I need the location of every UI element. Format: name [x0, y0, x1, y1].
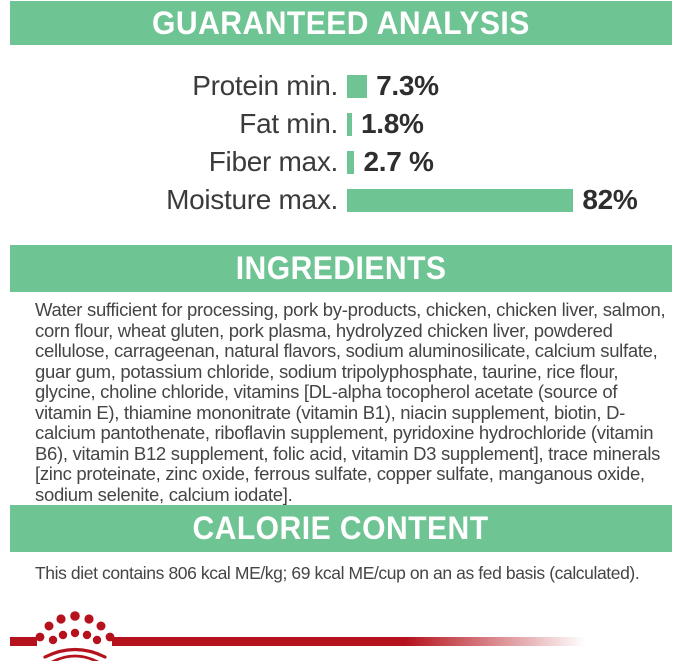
analysis-row-protein: Protein min. 7.3%: [0, 67, 679, 105]
analysis-row-fat: Fat min. 1.8%: [0, 105, 679, 143]
guaranteed-analysis-header: GUARANTEED ANALYSIS: [10, 1, 672, 45]
analysis-label: Moisture max.: [166, 184, 338, 215]
calorie-content-header: CALORIE CONTENT: [10, 505, 672, 552]
analysis-value: 7.3%: [376, 70, 439, 101]
red-divider-left: [10, 637, 37, 646]
analysis-row-fiber: Fiber max. 2.7 %: [0, 143, 679, 181]
analysis-bar: [347, 74, 368, 98]
ingredients-header: INGREDIENTS: [10, 245, 672, 292]
analysis-value: 1.8%: [360, 108, 424, 139]
analysis-bar: [347, 150, 355, 174]
calorie-text: This diet contains 806 kcal ME/kg; 69 kc…: [35, 563, 640, 583]
analysis-label: Fat min.: [239, 108, 338, 139]
red-divider-right: [112, 637, 585, 646]
analysis-value: 2.7 %: [363, 146, 434, 177]
guaranteed-analysis-table: Protein min. 7.3% Fat min. 1.8% Fiber ma…: [0, 67, 679, 219]
crown-logo-icon: [35, 611, 115, 661]
analysis-label: Fiber max.: [208, 146, 339, 177]
guaranteed-analysis-title: GUARANTEED ANALYSIS: [152, 4, 530, 41]
analysis-value: 82%: [582, 184, 638, 215]
analysis-label: Protein min.: [192, 70, 338, 101]
ingredients-title: INGREDIENTS: [235, 250, 447, 286]
analysis-bar: [347, 188, 574, 212]
analysis-row-moisture: Moisture max. 82%: [0, 181, 679, 219]
ingredients-text: Water sufficient for processing, pork by…: [35, 299, 666, 505]
analysis-bar: [347, 112, 352, 136]
calorie-content-title: CALORIE CONTENT: [192, 510, 490, 546]
